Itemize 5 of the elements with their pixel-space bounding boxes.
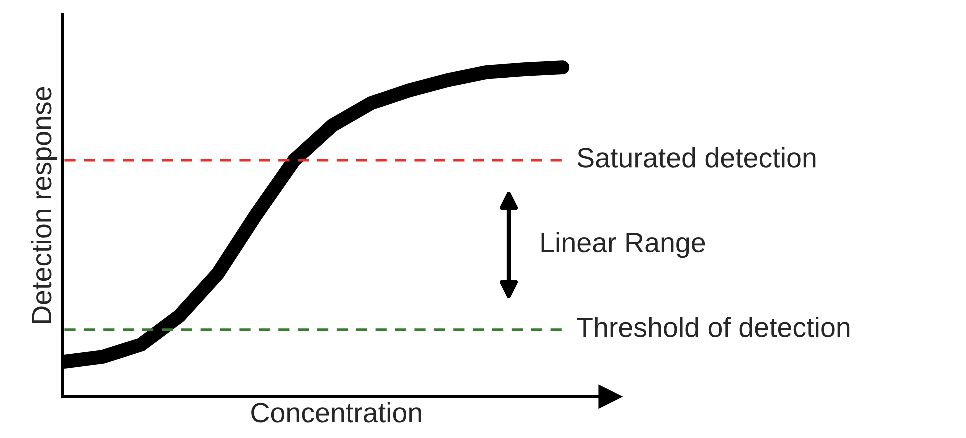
ref-line-label: Saturated detection [578,147,816,168]
x-axis-title: Concentration [252,402,422,423]
y-axis-title: Detection response [31,87,58,324]
annotation: Linear Range [542,232,706,258]
ref-line-label: Threshold of detection [577,317,850,338]
